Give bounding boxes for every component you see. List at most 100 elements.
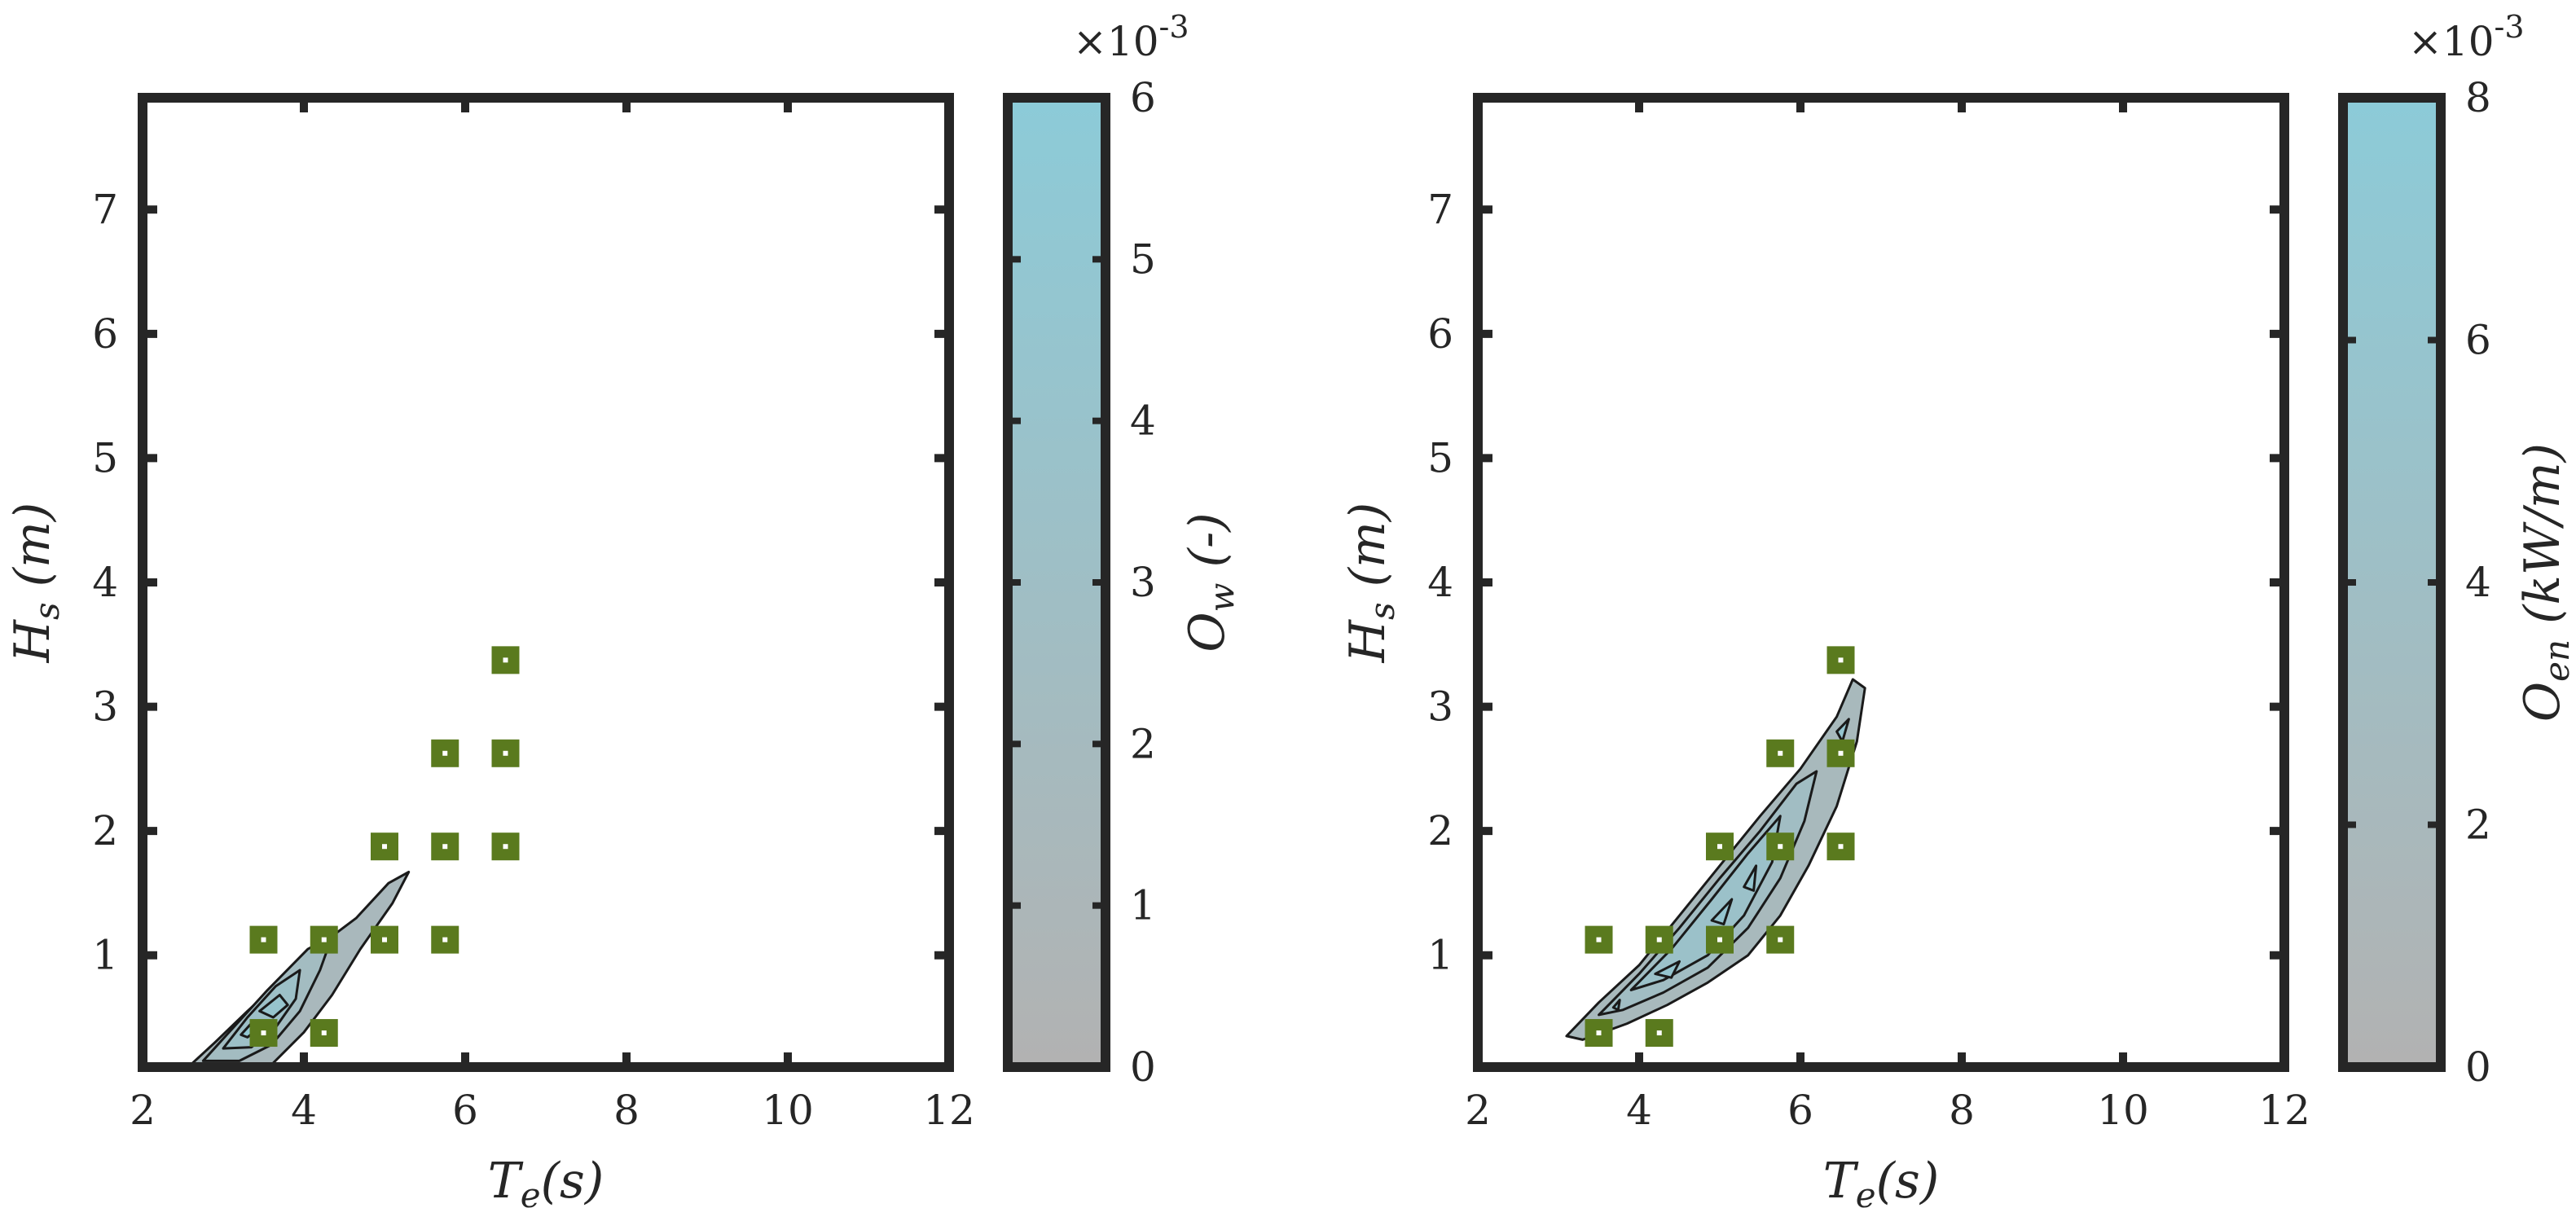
y-tick-label: 7 xyxy=(92,186,118,233)
colorbar-tick-label: 0 xyxy=(2465,1043,2491,1091)
x-tick-label: 6 xyxy=(1787,1087,1813,1134)
data-marker xyxy=(431,739,459,767)
data-marker xyxy=(371,925,398,954)
contour-level-5 xyxy=(1710,898,1734,926)
data-marker xyxy=(1706,925,1734,954)
colorbar-tick-label: 2 xyxy=(1130,720,1156,767)
contour-level-4 xyxy=(258,994,289,1019)
contour-level-7 xyxy=(1835,718,1850,743)
y-tick-label: 6 xyxy=(92,310,118,358)
x-tick-label: 10 xyxy=(2097,1087,2149,1134)
colorbar-tick-label: 5 xyxy=(1130,235,1156,283)
plot-area xyxy=(143,98,949,1067)
x-tick-label: 12 xyxy=(923,1087,975,1134)
marker-center-dot xyxy=(1838,844,1844,850)
plot-area xyxy=(1478,98,2284,1067)
marker-center-dot xyxy=(1838,750,1844,756)
y-tick-label: 6 xyxy=(1427,310,1453,358)
data-marker xyxy=(249,1019,278,1048)
x-tick-label: 4 xyxy=(291,1087,317,1134)
x-axis-label: Te(s) xyxy=(1823,1153,1940,1215)
data-marker xyxy=(1706,832,1734,861)
data-marker xyxy=(1585,1019,1613,1048)
data-marker xyxy=(1585,925,1613,954)
marker-center-dot xyxy=(1656,937,1662,942)
data-marker xyxy=(431,832,459,861)
y-axis-label: Hs (m) xyxy=(1339,503,1402,664)
marker-center-dot xyxy=(1717,844,1722,850)
marker-center-dot xyxy=(321,1030,327,1036)
contour-level-1 xyxy=(1565,678,1866,1041)
marker-center-dot xyxy=(442,937,448,942)
marker-center-dot xyxy=(261,1030,266,1036)
data-marker xyxy=(1766,925,1795,954)
marker-group xyxy=(249,646,520,1048)
marker-center-dot xyxy=(1596,937,1602,942)
y-tick-label: 4 xyxy=(1427,559,1453,606)
marker-center-dot xyxy=(1778,937,1783,942)
marker-center-dot xyxy=(382,844,387,850)
x-tick-label: 4 xyxy=(1626,1087,1652,1134)
y-tick-label: 4 xyxy=(92,559,118,606)
colorbar-tick-label: 0 xyxy=(1130,1043,1156,1091)
colorbar-label: Oen (kW/m) xyxy=(2514,443,2576,722)
marker-center-dot xyxy=(503,844,508,850)
data-marker xyxy=(249,925,278,954)
marker-center-dot xyxy=(261,937,266,942)
colorbar-gradient xyxy=(2343,98,2441,1067)
data-marker xyxy=(491,832,520,861)
marker-center-dot xyxy=(442,750,448,756)
y-tick-label: 1 xyxy=(92,932,118,979)
y-tick-label: 1 xyxy=(1427,932,1453,979)
marker-center-dot xyxy=(503,657,508,663)
y-tick-label: 5 xyxy=(1427,434,1453,481)
data-marker xyxy=(1645,925,1673,954)
colorbar-gradient xyxy=(1008,98,1106,1067)
colorbar-exponent: ×10-3 xyxy=(1073,9,1189,65)
data-marker xyxy=(1766,832,1795,861)
x-tick-label: 2 xyxy=(1465,1087,1491,1134)
marker-center-dot xyxy=(1778,844,1783,850)
data-marker xyxy=(431,925,459,954)
marker-center-dot xyxy=(1596,1030,1602,1036)
colorbar-label: Ow (-) xyxy=(1179,512,1242,652)
x-axis-label: Te(s) xyxy=(488,1153,604,1215)
colorbar-exponent: ×10-3 xyxy=(2408,9,2525,65)
colorbar-tick-label: 6 xyxy=(2465,317,2491,364)
y-tick-label: 3 xyxy=(1427,683,1453,731)
colorbar-tick-label: 4 xyxy=(1130,398,1156,445)
marker-center-dot xyxy=(1838,657,1844,663)
marker-group xyxy=(1585,646,1855,1048)
x-tick-label: 6 xyxy=(452,1087,478,1134)
contour-group xyxy=(189,871,411,1066)
x-tick-label: 8 xyxy=(613,1087,640,1134)
y-tick-label: 5 xyxy=(92,434,118,481)
colorbar: 0 1 2 3 4 5 6 ×10-3 Ow (-) xyxy=(1003,9,1242,1091)
contour-level-6 xyxy=(1743,864,1758,892)
colorbar-tick-label: 2 xyxy=(2465,802,2491,849)
contour-group xyxy=(1565,678,1866,1041)
colorbar-tick-label: 8 xyxy=(2465,74,2491,121)
data-marker xyxy=(1766,739,1795,767)
y-tick-label: 2 xyxy=(92,807,118,854)
marker-center-dot xyxy=(1778,750,1783,756)
colorbar-tick-label: 4 xyxy=(2465,559,2491,606)
data-marker xyxy=(491,646,520,674)
x-tick-label: 8 xyxy=(1949,1087,1975,1134)
marker-center-dot xyxy=(321,937,327,942)
colorbar: 0 2 4 6 8 ×10-3 Oen (kW/m) xyxy=(2338,9,2576,1091)
data-marker xyxy=(1826,646,1855,674)
contour-level-8 xyxy=(1611,999,1621,1012)
data-marker xyxy=(371,832,398,861)
y-axis-label: Hs (m) xyxy=(4,503,67,664)
data-marker xyxy=(491,739,520,767)
x-tick-label: 10 xyxy=(762,1087,814,1134)
x-tick-label: 12 xyxy=(2258,1087,2310,1134)
colorbar-tick-label: 1 xyxy=(1130,882,1156,929)
marker-center-dot xyxy=(1656,1030,1662,1036)
contour-level-4 xyxy=(1654,960,1681,979)
data-marker xyxy=(1826,739,1855,767)
